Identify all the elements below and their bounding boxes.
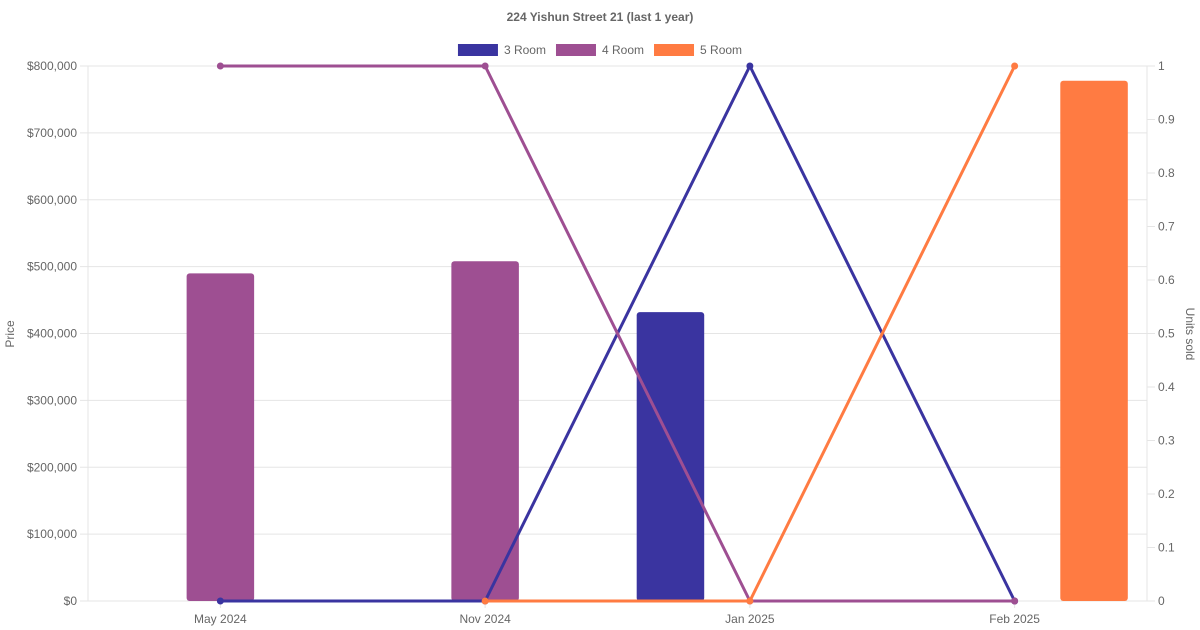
left-tick-label: $200,000 [27, 460, 77, 474]
x-axis-ticks: May 2024 Nov 2024 Jan 2025 Feb 2025 [194, 612, 1040, 626]
x-tick-label: May 2024 [194, 612, 247, 626]
legend-label-4-room: 4 Room [602, 43, 644, 57]
point-3-room [746, 62, 754, 70]
left-tick-label: $600,000 [27, 193, 77, 207]
line-4-room [220, 64, 1015, 603]
bars [186, 80, 1128, 601]
chart-title: 224 Yishun Street 21 (last 1 year) [507, 10, 694, 24]
y-axis-right-title: Units sold [1183, 308, 1197, 361]
right-tick-label: 0.3 [1158, 434, 1175, 448]
point-5-room [746, 597, 754, 605]
right-tick-label: 0.9 [1158, 113, 1175, 127]
y-axis-left-title: Price [3, 320, 17, 348]
x-tick-label: Jan 2025 [725, 612, 775, 626]
right-tick-label: 0.1 [1158, 541, 1175, 555]
legend-swatch-3-room [457, 44, 498, 56]
bar-4-room [451, 261, 519, 601]
legend-swatch-4-room [555, 44, 596, 56]
right-tick-label: 0.7 [1158, 220, 1175, 234]
right-axis-ticks: 0 0.1 0.2 0.3 0.4 0.5 0.6 0.7 0.8 0.9 1 [1158, 59, 1175, 608]
left-tick-label: $0 [64, 594, 78, 608]
point-4-room [216, 62, 224, 70]
left-tick-label: $800,000 [27, 59, 77, 73]
legend-label-5-room: 5 Room [700, 43, 742, 57]
x-tick-label: Nov 2024 [459, 612, 511, 626]
left-tick-label: $300,000 [27, 393, 77, 407]
lines [216, 62, 1019, 605]
left-tick-label: $700,000 [27, 126, 77, 140]
left-axis-ticks: $0 $100,000 $200,000 $300,000 $400,000 $500,0… [27, 59, 77, 608]
left-tick-label: $100,000 [27, 527, 77, 541]
legend-label-3-room: 3 Room [504, 43, 546, 57]
right-tick-label: 1 [1158, 59, 1165, 73]
right-tick-label: 0.8 [1158, 166, 1175, 180]
point-5-room [481, 597, 489, 605]
bar-5-room [1060, 80, 1128, 601]
legend-swatch-5-room [654, 44, 695, 56]
right-tick-label: 0.6 [1158, 273, 1175, 287]
point-5-room [1011, 62, 1019, 70]
x-tick-label: Feb 2025 [989, 612, 1040, 626]
right-tick-label: 0.2 [1158, 487, 1175, 501]
point-4-room [1011, 597, 1019, 605]
legend: 3 Room 4 Room 5 Room [457, 43, 742, 57]
point-3-room [216, 597, 224, 605]
bar-3-room [636, 312, 705, 601]
right-tick-label: 0 [1158, 594, 1165, 608]
left-tick-label: $400,000 [27, 327, 77, 341]
point-4-room [481, 62, 489, 70]
grid [80, 65, 1155, 608]
right-tick-label: 0.4 [1158, 380, 1175, 394]
left-tick-label: $500,000 [27, 260, 77, 274]
bar-4-room [186, 273, 255, 601]
right-tick-label: 0.5 [1158, 327, 1175, 341]
